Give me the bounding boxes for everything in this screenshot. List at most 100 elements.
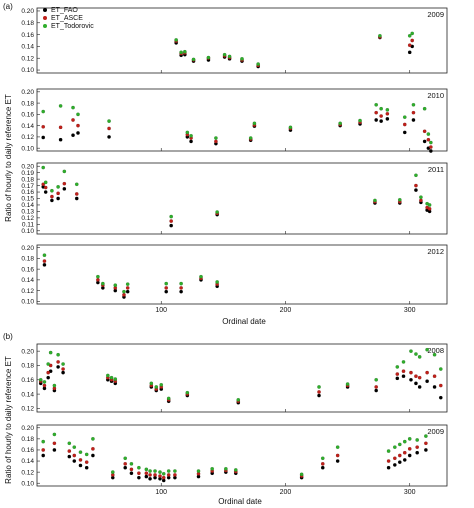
data-point-et-asce (397, 453, 402, 458)
data-point-et-todorovic (153, 469, 157, 473)
data-point-et-todorovic (109, 375, 114, 380)
data-point-et-todorovic (56, 352, 60, 357)
data-point-et-todorovic (385, 108, 390, 112)
data-point-et-todorovic (240, 56, 244, 61)
data-point-et-todorovic (42, 253, 47, 258)
data-point-et-todorovic (76, 112, 80, 117)
data-point-et-todorovic (72, 445, 77, 450)
data-point-et-todorovic (411, 102, 416, 107)
data-point-et-todorovic (41, 165, 46, 170)
data-point-et-asce (374, 110, 379, 115)
data-point-et-todorovic (288, 125, 293, 130)
data-point-et-asce (58, 125, 63, 130)
data-point-et-todorovic (438, 367, 443, 371)
data-point-et-asce (161, 475, 166, 480)
data-point-et-fao (61, 370, 65, 375)
data-point-et-fao (374, 388, 379, 393)
data-point-et-asce (91, 446, 95, 451)
data-point-et-asce (424, 441, 428, 446)
data-point-et-todorovic (425, 347, 429, 352)
data-point-et-fao (125, 289, 130, 294)
data-point-et-todorovic (91, 437, 95, 441)
data-point-et-asce (432, 374, 437, 379)
data-point-et-fao (428, 149, 433, 153)
data-point-et-todorovic (46, 362, 51, 366)
y-tick-label: 0.14 (21, 277, 34, 284)
data-point-et-asce (84, 460, 89, 465)
data-point-et-todorovic (373, 198, 377, 203)
y-axis-label: Ratio of hourly to daily reference ET (4, 356, 13, 484)
data-point-et-fao (411, 118, 416, 122)
x-tick-label: 100 (155, 489, 167, 496)
data-point-et-fao (52, 448, 57, 452)
data-point-et-asce (96, 278, 100, 282)
data-point-et-fao (148, 476, 152, 481)
data-point-et-fao (137, 475, 141, 480)
plot-frame (36, 424, 448, 487)
data-point-et-todorovic (317, 385, 321, 389)
y-tick-label: 0.20 (21, 425, 34, 432)
data-point-et-todorovic (42, 380, 47, 384)
data-point-et-asce (214, 139, 218, 144)
data-point-et-asce (410, 38, 415, 43)
data-point-et-asce (56, 191, 60, 196)
y-tick-label: 0.12 (21, 288, 34, 295)
data-point-et-todorovic (410, 31, 415, 36)
data-point-et-todorovic (358, 118, 362, 123)
data-point-et-todorovic (189, 133, 193, 138)
data-point-et-asce (52, 441, 57, 446)
data-point-et-fao (409, 377, 413, 382)
data-point-et-todorovic (71, 105, 75, 110)
data-point-et-fao (386, 465, 391, 470)
figure-panel-a: (a) Ratio of hourly to daily reference ET… (3, 2, 448, 326)
y-tick-label: 0.10 (21, 145, 34, 152)
data-point-et-todorovic (415, 438, 420, 442)
data-point-et-fao (74, 196, 79, 201)
y-tick-label: 0.12 (21, 469, 34, 476)
data-point-et-fao (169, 223, 174, 228)
data-point-et-todorovic (78, 450, 83, 455)
y-tick-label: 0.12 (21, 55, 34, 62)
data-point-et-todorovic (414, 352, 418, 356)
figure-panel-b: (b) Ratio of hourly to daily reference ET… (3, 332, 448, 506)
legend-marker (43, 8, 47, 12)
data-point-et-todorovic (248, 136, 253, 140)
y-tick-label: 0.13 (21, 209, 34, 216)
data-point-et-todorovic (210, 466, 215, 471)
data-point-et-asce (173, 473, 177, 477)
data-point-et-fao (402, 130, 407, 135)
data-point-et-asce (62, 181, 67, 186)
y-axis-label: Ratio of hourly to daily reference ET (4, 94, 13, 222)
data-point-et-asce (41, 182, 46, 187)
data-point-et-asce (386, 459, 391, 463)
data-point-et-todorovic (43, 180, 48, 185)
legend-label: ET_FAO (51, 7, 78, 14)
data-point-et-todorovic (173, 469, 177, 473)
data-point-et-todorovic (379, 106, 384, 111)
y-tick-label: 0.17 (21, 183, 34, 190)
data-point-et-todorovic (61, 362, 65, 366)
data-point-et-asce (107, 126, 111, 131)
data-point-et-todorovic (166, 469, 171, 473)
data-point-et-todorovic (158, 470, 162, 474)
plot-frame (36, 88, 448, 152)
data-point-et-asce (317, 390, 321, 394)
data-point-et-todorovic (125, 282, 130, 287)
y-tick-label: 0.11 (22, 222, 35, 229)
y-tick-label: 0.16 (21, 377, 34, 384)
data-point-et-todorovic (84, 452, 89, 457)
data-point-et-todorovic (161, 471, 166, 476)
legend-label: ET_ASCE (51, 15, 83, 22)
data-point-et-asce (379, 114, 384, 118)
data-point-et-asce (409, 370, 413, 375)
data-point-et-asce (419, 198, 423, 203)
data-point-et-fao (407, 50, 412, 55)
plot-frame (36, 244, 448, 305)
subplot-2012: 0.10 0.12 0.14 0.16 0.18 0.20 100 200 300 2012 (21, 244, 448, 314)
data-point-et-asce (41, 124, 46, 129)
data-point-et-todorovic (41, 109, 46, 114)
data-point-et-todorovic (422, 106, 427, 111)
data-point-et-asce (61, 367, 65, 371)
